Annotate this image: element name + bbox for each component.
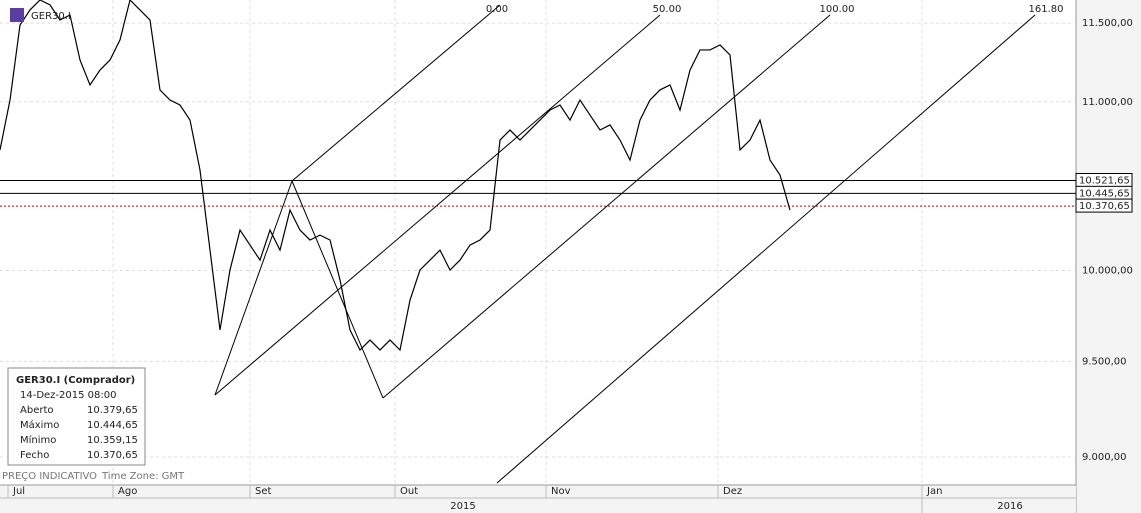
x-tick-label: Nov: [551, 486, 571, 497]
y-tick-label: 10.000,00: [1082, 266, 1133, 277]
y-axis-panel: [1076, 0, 1141, 513]
fib-line: [291, 180, 384, 399]
fib-label: 50.00: [653, 4, 682, 15]
fib-line: [382, 14, 831, 399]
info-key: Mínimo: [20, 434, 56, 446]
x-tick-label: Set: [255, 486, 272, 497]
x-tick-label: Jan: [926, 486, 942, 497]
info-frame: [7, 367, 146, 466]
fib-line: [214, 180, 293, 396]
info-key: Fecho: [20, 450, 49, 461]
year-label: 2015: [450, 501, 475, 512]
fib-label: 0.00: [486, 4, 508, 15]
info-key: Máximo: [20, 419, 59, 431]
price-label: 10.370,65: [1079, 201, 1130, 212]
footer-note: PREÇO INDICATIVO: [2, 471, 97, 482]
footer-note: Time Zone: GMT: [101, 471, 185, 482]
fib-line: [496, 14, 1036, 484]
symbol[interactable]: GER30.I: [31, 11, 71, 22]
y-tick-label: 9.000,00: [1082, 452, 1127, 463]
price-label: 10.521,65: [1079, 175, 1130, 186]
fib-label: 100.00: [820, 4, 855, 15]
y-tick-label: 11.000,00: [1082, 97, 1133, 108]
info-value: 10.444,65: [87, 420, 138, 431]
x-tick-label: Jul: [12, 486, 25, 497]
x-tick-label: Out: [400, 486, 418, 497]
x-tick-label: Ago: [118, 486, 137, 497]
info-value: 10.379,65: [87, 405, 138, 416]
x-axis-panel: [0, 485, 1076, 513]
x-tick-label: Dez: [723, 486, 742, 497]
price-line: [0, 0, 791, 352]
year-label: 2016: [997, 501, 1022, 512]
info-box: GER30.I (Comprador) 14-Dez-2015 08:00 Ab…: [7, 367, 146, 466]
fib-channel: [214, 4, 1036, 484]
y-tick-label: 9.500,00: [1082, 356, 1127, 367]
info-date: 14-Dez-2015 08:00: [20, 390, 117, 401]
fib-line: [214, 14, 661, 396]
y-tick-label: 11.500,00: [1082, 18, 1133, 29]
info-value: 10.370,65: [87, 450, 138, 461]
fib-label: 161.80: [1029, 4, 1064, 15]
price-label-box: [1075, 198, 1133, 213]
info-value: 10.359,15: [87, 435, 138, 446]
info-title: GER30.I (Comprador): [16, 375, 135, 386]
symbol-icon[interactable]: [10, 8, 24, 22]
fib-line: [291, 4, 501, 182]
price-label: 10.445,65: [1079, 188, 1130, 199]
info-key: Aberto: [20, 405, 54, 416]
